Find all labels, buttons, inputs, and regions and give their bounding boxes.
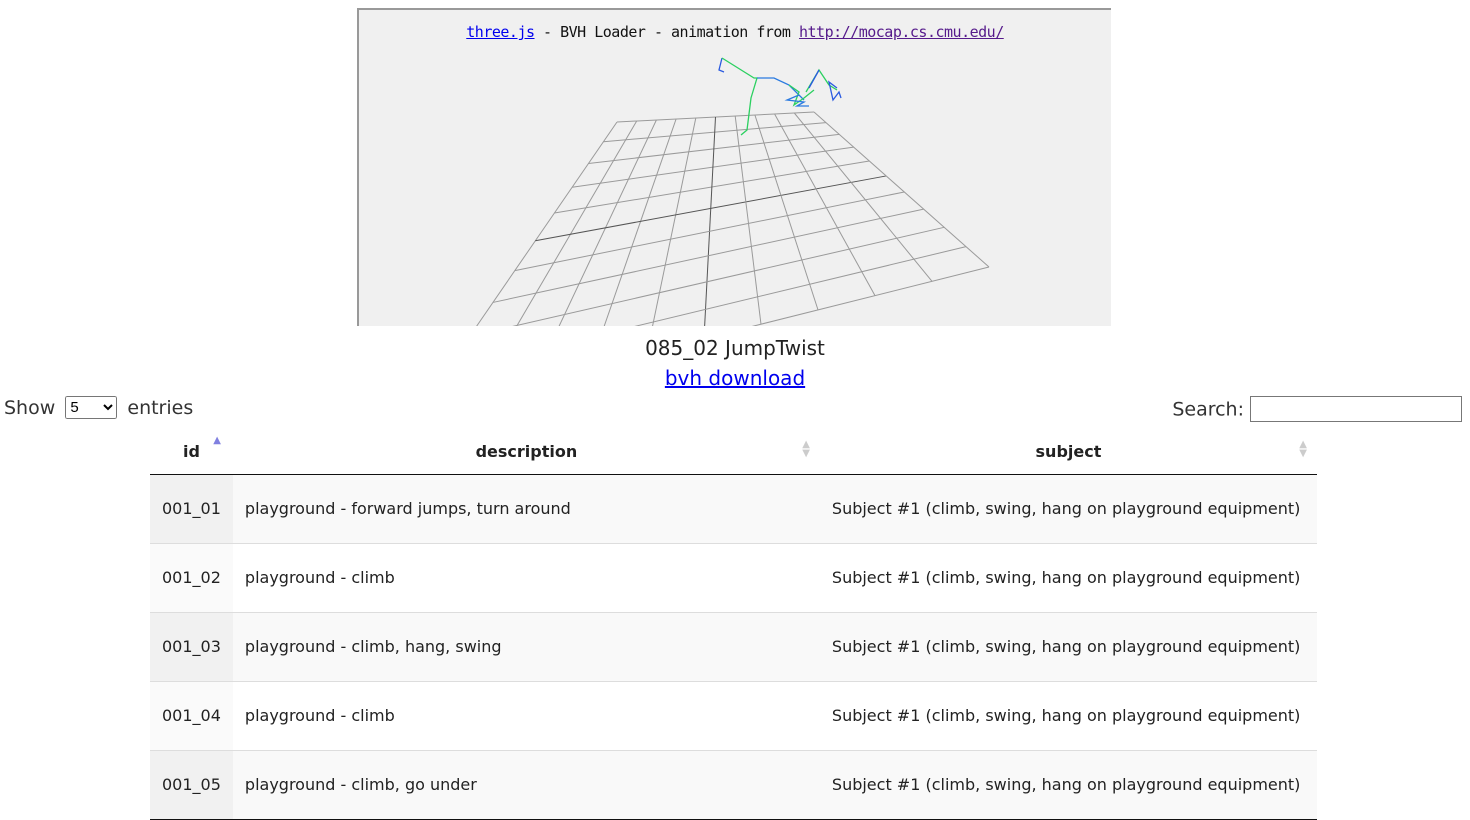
cell-subject: Subject #1 (climb, swing, hang on playgr… bbox=[819, 750, 1317, 820]
grid-line bbox=[516, 120, 638, 326]
entries-label: entries bbox=[127, 397, 194, 419]
data-table: id ▲ description ▲ ▼ subject ▲ ▼ 001_01 playgr… bbox=[150, 428, 1317, 820]
search-control: Search: bbox=[1172, 396, 1462, 422]
entries-select[interactable]: 5 bbox=[65, 396, 118, 419]
skeleton bbox=[718, 57, 842, 136]
info-text: - BVH Loader - animation from bbox=[534, 23, 799, 41]
grid-line bbox=[492, 208, 924, 303]
grid-line bbox=[813, 111, 990, 268]
grid-line bbox=[751, 266, 990, 326]
ground-grid bbox=[476, 111, 990, 326]
cell-id: 001_01 bbox=[150, 474, 233, 544]
grid-line bbox=[793, 112, 933, 282]
column-header-id[interactable]: id ▲ bbox=[150, 428, 233, 475]
grid-line bbox=[535, 175, 887, 242]
grid-line bbox=[476, 121, 618, 326]
search-label: Search: bbox=[1172, 398, 1244, 421]
threejs-link[interactable]: three.js bbox=[466, 23, 535, 41]
cell-id: 001_03 bbox=[150, 612, 233, 682]
show-label: Show bbox=[4, 397, 56, 419]
cell-subject: Subject #1 (climb, swing, hang on playgr… bbox=[819, 474, 1317, 544]
search-input[interactable] bbox=[1250, 396, 1462, 422]
grid-line bbox=[704, 116, 716, 326]
table-row[interactable]: 001_02 playground - climb Subject #1 (clim… bbox=[150, 543, 1317, 613]
cell-id: 001_02 bbox=[150, 543, 233, 613]
cell-subject: Subject #1 (climb, swing, hang on playgr… bbox=[819, 612, 1317, 682]
cell-subject: Subject #1 (climb, swing, hang on playgr… bbox=[819, 681, 1317, 751]
column-header-description[interactable]: description ▲ ▼ bbox=[232, 428, 820, 475]
cell-subject: Subject #1 (climb, swing, hang on playgr… bbox=[819, 543, 1317, 613]
grid-line bbox=[754, 114, 819, 311]
column-header-subject[interactable]: subject ▲ ▼ bbox=[819, 428, 1317, 475]
cell-id: 001_05 bbox=[150, 750, 233, 820]
mocap-link[interactable]: http://mocap.cs.cmu.edu/ bbox=[798, 23, 1004, 41]
cell-description: playground - climb bbox=[232, 681, 820, 751]
table-row[interactable]: 001_05 playground - climb, go under Subjec… bbox=[150, 750, 1317, 820]
cell-description: playground - climb, hang, swing bbox=[232, 612, 820, 682]
grid-line bbox=[512, 226, 945, 326]
grid-line bbox=[603, 118, 677, 326]
grid-line bbox=[558, 119, 657, 326]
table-row[interactable]: 001_03 playground - climb, hang, swing Sub… bbox=[150, 612, 1317, 682]
grid-line bbox=[634, 246, 967, 326]
animation-title: 085_02 JumpTwist bbox=[645, 336, 825, 360]
cell-description: playground - climb bbox=[232, 543, 820, 613]
entries-length-control: Show 5 entries bbox=[4, 396, 193, 419]
viewer-info: three.js - BVH Loader - animation from h… bbox=[359, 23, 1111, 41]
grid-line bbox=[734, 115, 762, 325]
cell-description: playground - climb, go under bbox=[232, 750, 820, 820]
sort-both-icon: ▲ ▼ bbox=[802, 439, 810, 459]
bvh-download-link[interactable]: bvh download bbox=[664, 366, 806, 390]
cell-id: 001_04 bbox=[150, 681, 233, 751]
grid-line bbox=[652, 117, 697, 326]
3d-viewer-canvas[interactable]: three.js - BVH Loader - animation from h… bbox=[357, 8, 1111, 326]
grid-line bbox=[514, 191, 905, 272]
table-row[interactable]: 001_01 playground - forward jumps, turn a… bbox=[150, 474, 1317, 544]
bvh-scene bbox=[476, 57, 990, 326]
sort-ascending-icon: ▲ bbox=[213, 435, 221, 446]
sort-both-icon: ▲ ▼ bbox=[1299, 439, 1307, 459]
cell-description: playground - forward jumps, turn around bbox=[232, 474, 820, 544]
table-row[interactable]: 001_04 playground - climb Subject #1 (clim… bbox=[150, 681, 1317, 751]
grid-line bbox=[774, 113, 876, 296]
